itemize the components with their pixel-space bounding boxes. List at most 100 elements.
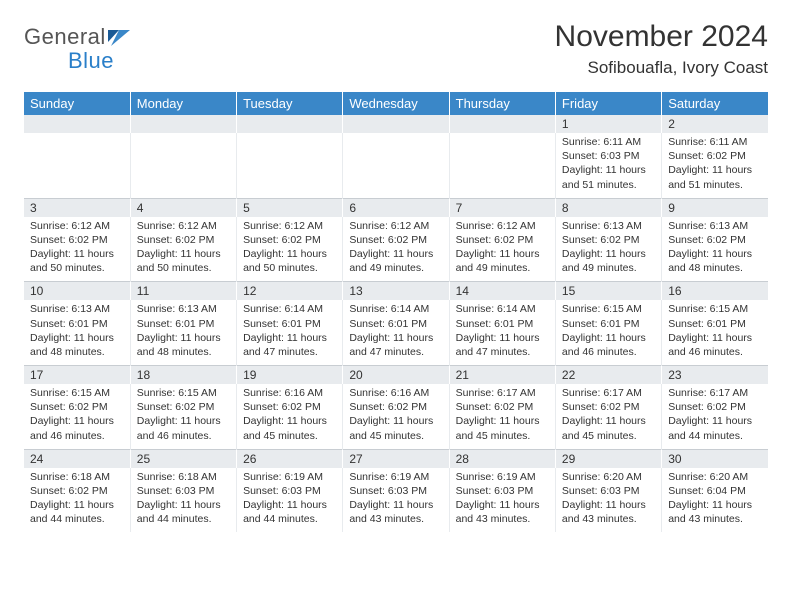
daylight-text-2: and 48 minutes. — [668, 261, 762, 275]
sunrise-text: Sunrise: 6:17 AM — [562, 386, 655, 400]
sunset-text: Sunset: 6:03 PM — [349, 484, 442, 498]
daylight-text: Daylight: 11 hours — [137, 331, 230, 345]
day-cell — [237, 133, 343, 198]
sunset-text: Sunset: 6:02 PM — [30, 233, 124, 247]
date-cell — [343, 115, 449, 133]
day-cell: Sunrise: 6:20 AMSunset: 6:03 PMDaylight:… — [555, 468, 661, 533]
calendar-table: Sunday Monday Tuesday Wednesday Thursday… — [24, 92, 768, 532]
day-cell: Sunrise: 6:12 AMSunset: 6:02 PMDaylight:… — [449, 217, 555, 282]
day-cell: Sunrise: 6:11 AMSunset: 6:03 PMDaylight:… — [555, 133, 661, 198]
daylight-text: Daylight: 11 hours — [456, 247, 549, 261]
daylight-text-2: and 47 minutes. — [349, 345, 442, 359]
date-cell: 28 — [449, 450, 555, 468]
daylight-text-2: and 43 minutes. — [349, 512, 442, 526]
day-cell: Sunrise: 6:20 AMSunset: 6:04 PMDaylight:… — [662, 468, 768, 533]
sunset-text: Sunset: 6:02 PM — [456, 233, 549, 247]
date-cell — [449, 115, 555, 133]
daylight-text-2: and 44 minutes. — [668, 429, 762, 443]
daylight-text-2: and 49 minutes. — [349, 261, 442, 275]
date-cell: 6 — [343, 199, 449, 217]
day-cell: Sunrise: 6:18 AMSunset: 6:03 PMDaylight:… — [130, 468, 236, 533]
daylight-text: Daylight: 11 hours — [243, 247, 336, 261]
content-row: Sunrise: 6:11 AMSunset: 6:03 PMDaylight:… — [24, 133, 768, 198]
date-cell: 9 — [662, 199, 768, 217]
day-cell: Sunrise: 6:13 AMSunset: 6:02 PMDaylight:… — [555, 217, 661, 282]
date-cell: 5 — [237, 199, 343, 217]
daylight-text-2: and 46 minutes. — [30, 429, 124, 443]
sunrise-text: Sunrise: 6:15 AM — [562, 302, 655, 316]
daylight-text-2: and 43 minutes. — [562, 512, 655, 526]
sunrise-text: Sunrise: 6:20 AM — [562, 470, 655, 484]
sunset-text: Sunset: 6:03 PM — [456, 484, 549, 498]
day-cell: Sunrise: 6:14 AMSunset: 6:01 PMDaylight:… — [449, 300, 555, 365]
daylight-text: Daylight: 11 hours — [668, 414, 762, 428]
day-cell: Sunrise: 6:18 AMSunset: 6:02 PMDaylight:… — [24, 468, 130, 533]
date-cell: 12 — [237, 282, 343, 300]
date-cell: 17 — [24, 366, 130, 384]
day-cell — [130, 133, 236, 198]
day-cell: Sunrise: 6:13 AMSunset: 6:01 PMDaylight:… — [130, 300, 236, 365]
daylight-text-2: and 44 minutes. — [30, 512, 124, 526]
sunrise-text: Sunrise: 6:18 AM — [30, 470, 124, 484]
sunrise-text: Sunrise: 6:13 AM — [30, 302, 124, 316]
daylight-text: Daylight: 11 hours — [349, 414, 442, 428]
daylight-text-2: and 50 minutes. — [30, 261, 124, 275]
day-header: Monday — [130, 92, 236, 115]
sunset-text: Sunset: 6:03 PM — [243, 484, 336, 498]
day-cell: Sunrise: 6:17 AMSunset: 6:02 PMDaylight:… — [662, 384, 768, 449]
daylight-text-2: and 44 minutes. — [137, 512, 230, 526]
date-cell: 7 — [449, 199, 555, 217]
daylight-text-2: and 45 minutes. — [562, 429, 655, 443]
sunset-text: Sunset: 6:02 PM — [30, 484, 124, 498]
sunset-text: Sunset: 6:01 PM — [349, 317, 442, 331]
day-cell — [24, 133, 130, 198]
daylight-text: Daylight: 11 hours — [562, 498, 655, 512]
month-title: November 2024 — [555, 20, 768, 54]
daylight-text-2: and 51 minutes. — [562, 178, 655, 192]
date-cell: 21 — [449, 366, 555, 384]
content-row: Sunrise: 6:18 AMSunset: 6:02 PM Daylight:… — [24, 468, 768, 533]
date-row: 17181920212223 — [24, 366, 768, 384]
date-cell: 10 — [24, 282, 130, 300]
date-cell: 2 — [662, 115, 768, 133]
daylight-text: Daylight: 11 hours — [349, 331, 442, 345]
sunset-text: Sunset: 6:02 PM — [456, 400, 549, 414]
sunrise-text: Sunrise: 6:16 AM — [349, 386, 442, 400]
daylight-text: Daylight: 11 hours — [456, 498, 549, 512]
daylight-text: Daylight: 11 hours — [668, 163, 762, 177]
day-cell: Sunrise: 6:15 AMSunset: 6:01 PMDaylight:… — [662, 300, 768, 365]
date-cell: 15 — [555, 282, 661, 300]
date-cell: 3 — [24, 199, 130, 217]
daylight-text: Daylight: 11 hours — [243, 498, 336, 512]
sunrise-text: Sunrise: 6:12 AM — [30, 219, 124, 233]
date-cell: 16 — [662, 282, 768, 300]
date-cell: 29 — [555, 450, 661, 468]
date-cell — [24, 115, 130, 133]
sunrise-text: Sunrise: 6:19 AM — [349, 470, 442, 484]
date-cell: 23 — [662, 366, 768, 384]
sunrise-text: Sunrise: 6:15 AM — [30, 386, 124, 400]
daylight-text-2: and 48 minutes. — [137, 345, 230, 359]
calendar-body: 12Sunrise: 6:11 AMSunset: 6:03 PMDayligh… — [24, 115, 768, 532]
sunset-text: Sunset: 6:02 PM — [30, 400, 124, 414]
sunrise-text: Sunrise: 6:19 AM — [456, 470, 549, 484]
day-cell: Sunrise: 6:15 AMSunset: 6:02 PMDaylight:… — [24, 384, 130, 449]
sunset-text: Sunset: 6:03 PM — [562, 484, 655, 498]
daylight-text-2: and 47 minutes. — [243, 345, 336, 359]
sunrise-text: Sunrise: 6:12 AM — [349, 219, 442, 233]
daylight-text-2: and 46 minutes. — [137, 429, 230, 443]
daylight-text: Daylight: 11 hours — [30, 331, 124, 345]
daylight-text-2: and 46 minutes. — [668, 345, 762, 359]
sunset-text: Sunset: 6:01 PM — [456, 317, 549, 331]
day-cell: Sunrise: 6:16 AMSunset: 6:02 PMDaylight:… — [237, 384, 343, 449]
daylight-text-2: and 48 minutes. — [30, 345, 124, 359]
date-cell: 1 — [555, 115, 661, 133]
sunset-text: Sunset: 6:02 PM — [668, 149, 762, 163]
daylight-text-2: and 45 minutes. — [349, 429, 442, 443]
sunrise-text: Sunrise: 6:20 AM — [668, 470, 762, 484]
daylight-text: Daylight: 11 hours — [30, 414, 124, 428]
daylight-text-2: and 45 minutes. — [243, 429, 336, 443]
day-cell: Sunrise: 6:13 AMSunset: 6:01 PMDaylight:… — [24, 300, 130, 365]
day-header: Thursday — [449, 92, 555, 115]
daylight-text-2: and 50 minutes. — [137, 261, 230, 275]
